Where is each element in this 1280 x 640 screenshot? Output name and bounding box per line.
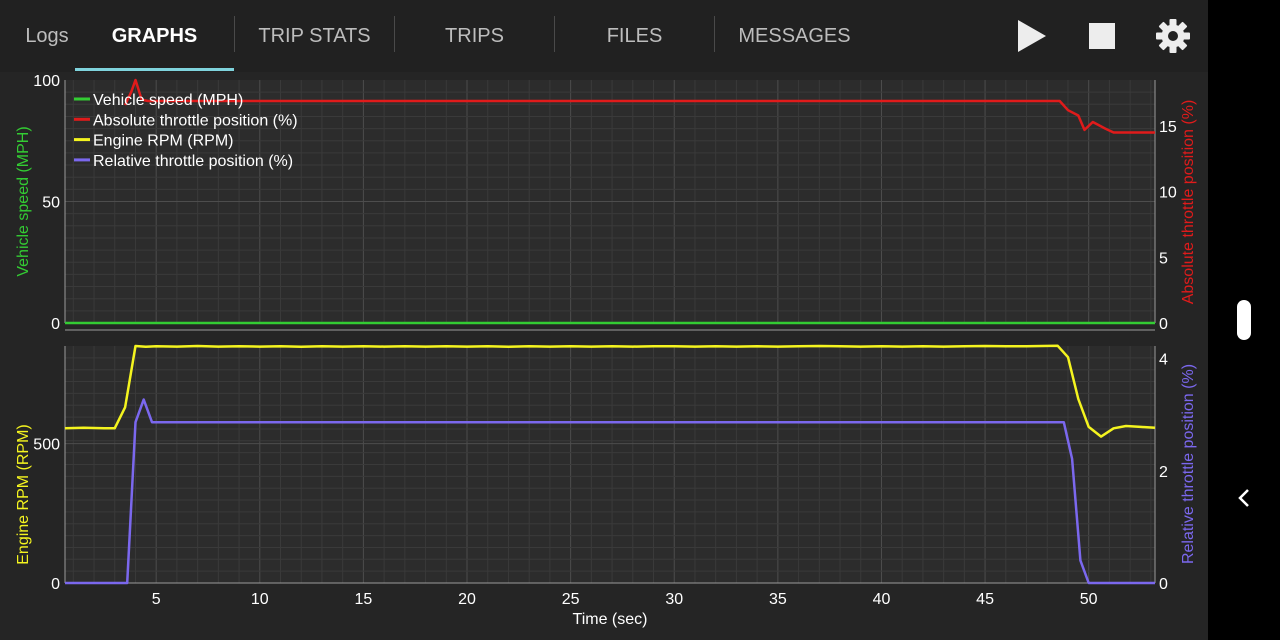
legend-entry-0: Vehicle speed (MPH) [93,92,243,109]
right-tick-label-0-2: 10 [1159,185,1177,202]
left-tick-label-0-0: 0 [51,316,60,333]
x-tick-label-9: 50 [1080,591,1098,608]
gear-icon[interactable] [1149,12,1197,60]
series-line-1-0 [64,344,1156,438]
tab-files[interactable]: FILES [606,25,663,47]
legend-entry-3: Relative throttle position (%) [93,153,293,170]
tab-divider [394,16,395,52]
x-tick-label-7: 40 [873,591,891,608]
left-tick-label-1-1: 500 [33,437,60,454]
home-pill[interactable] [1237,300,1251,340]
tab-trips[interactable]: TRIPS [445,25,504,47]
tab-logs[interactable]: Logs [25,25,69,47]
plot-frame [64,80,1156,584]
right-tick-label-1-2: 4 [1159,351,1168,368]
right-axis-title-1: Relative throttle position (%) [1180,364,1197,564]
x-tick-label-2: 15 [355,591,373,608]
left-tick-label-0-2: 100 [33,73,60,90]
left-axis-title-0: Vehicle speed (MPH) [15,126,32,276]
left-axis-title-1: Engine RPM (RPM) [15,424,32,564]
left-tick-label-1-0: 0 [51,576,60,593]
tab-trip-stats[interactable]: TRIP STATS [258,25,371,47]
right-tick-label-1-0: 0 [1159,576,1168,593]
series-layer [64,78,1156,585]
tab-divider [554,16,555,52]
tab-divider [714,16,715,52]
x-tick-label-1: 10 [251,591,269,608]
obd-graph-chart: Vehicle speed (MPH) Absolute throttle pos… [15,73,1197,628]
right-tick-label-0-3: 15 [1159,119,1177,136]
system-nav-bar [1208,0,1280,640]
series-line-0-1 [123,78,1155,134]
x-tick-label-0: 5 [152,591,161,608]
back-icon[interactable] [1230,480,1258,516]
x-axis-title: Time (sec) [573,611,648,628]
top-toolbar: Logs GRAPHS TRIP STATS TRIPS FILES MESSA… [0,0,1208,72]
right-tick-label-0-0: 0 [1159,316,1168,333]
play-icon[interactable] [1006,12,1054,60]
x-tick-label-8: 45 [976,591,994,608]
right-axis-title-0: Absolute throttle position (%) [1180,100,1197,305]
x-tick-label-5: 30 [665,591,683,608]
x-tick-label-6: 35 [769,591,787,608]
left-tick-label-0-1: 50 [42,195,60,212]
tab-messages[interactable]: MESSAGES [738,25,851,47]
legend-entry-1: Absolute throttle position (%) [93,112,298,129]
right-tick-label-0-1: 5 [1159,250,1168,267]
chart-legend: Vehicle speed (MPH) Absolute throttle pos… [74,92,298,170]
series-line-1-1 [65,398,1155,585]
x-tick-label-3: 20 [458,591,476,608]
stop-icon[interactable] [1078,12,1126,60]
legend-entry-2: Engine RPM (RPM) [93,133,233,150]
chart-grid [65,80,1155,583]
active-tab-indicator [75,68,234,71]
tab-divider [234,16,235,52]
tab-graphs[interactable]: GRAPHS [111,25,198,47]
right-tick-label-1-1: 2 [1159,464,1168,481]
x-tick-label-4: 25 [562,591,580,608]
axis-labels: Time (sec) Vehicle speed (MPH) Absolute th… [15,100,1197,628]
